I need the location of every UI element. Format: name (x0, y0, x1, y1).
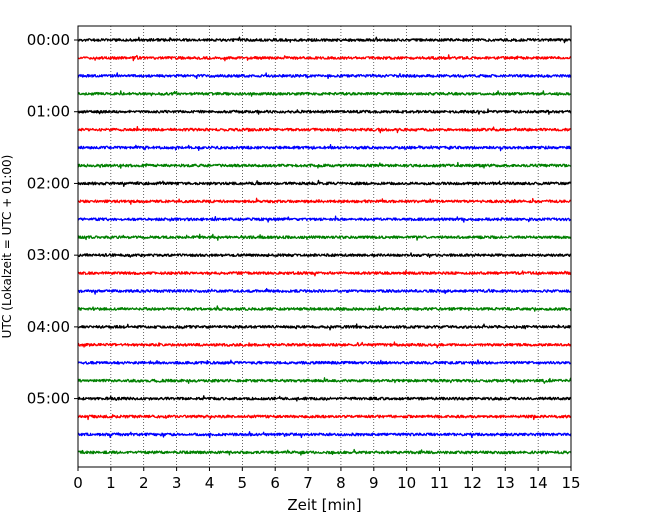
x-tick-label-1: 1 (106, 474, 116, 492)
x-tick-label-15: 15 (561, 474, 580, 492)
y-tick-label-04:00: 04:00 (27, 318, 70, 336)
y-tick-label-02:00: 02:00 (27, 174, 70, 192)
trace-0100 (77, 108, 572, 115)
x-axis-ticks: 0 1 2 3 4 5 6 7 8 9 10 11 12 13 14 15 (73, 467, 581, 492)
x-tick-label-8: 8 (336, 474, 346, 492)
x-tick-label-11: 11 (430, 474, 449, 492)
trace-0045 (77, 90, 572, 97)
x-tick-label-10: 10 (397, 474, 416, 492)
y-tick-label-00:00: 00:00 (27, 31, 70, 49)
x-tick-label-9: 9 (369, 474, 379, 492)
trace-0445 (77, 377, 572, 384)
trace-0515 (77, 414, 572, 421)
trace-series (77, 36, 572, 456)
trace-0345 (77, 305, 572, 312)
y-axis-label: UTC (Lokalzeit = UTC + 01:00) (0, 155, 14, 339)
x-tick-label-6: 6 (270, 474, 280, 492)
trace-0230 (77, 215, 572, 223)
trace-0215 (77, 197, 572, 205)
y-tick-label-01:00: 01:00 (27, 103, 70, 121)
trace-0530 (77, 431, 572, 439)
x-tick-label-12: 12 (463, 474, 482, 492)
trace-0130 (77, 144, 572, 152)
x-tick-label-2: 2 (139, 474, 149, 492)
x-tick-label-14: 14 (529, 474, 548, 492)
trace-0115 (77, 125, 572, 134)
trace-0430 (77, 359, 572, 366)
y-axis-ticks: 00:00 01:00 02:00 03:00 04:00 05:00 (27, 31, 78, 408)
x-tick-label-5: 5 (238, 474, 248, 492)
trace-0315 (77, 269, 572, 277)
trace-0400 (77, 323, 572, 331)
y-tick-label-03:00: 03:00 (27, 246, 70, 264)
x-tick-label-7: 7 (303, 474, 313, 492)
y-tick-label-05:00: 05:00 (27, 390, 70, 408)
trace-0145 (77, 161, 572, 169)
trace-0245 (77, 233, 572, 241)
x-tick-label-13: 13 (496, 474, 515, 492)
trace-0300 (77, 252, 572, 259)
x-axis-label: Zeit [min] (287, 496, 361, 514)
trace-0415 (77, 341, 572, 349)
x-tick-label-4: 4 (205, 474, 215, 492)
trace-0500 (77, 395, 572, 402)
trace-0000 (77, 36, 572, 44)
trace-0015 (77, 54, 572, 62)
plot-frame (77, 25, 572, 468)
trace-0200 (77, 179, 572, 188)
x-tick-label-3: 3 (172, 474, 182, 492)
trace-0330 (77, 287, 572, 295)
trace-0030 (77, 72, 572, 80)
trace-0545 (77, 448, 572, 456)
x-tick-label-0: 0 (73, 474, 83, 492)
